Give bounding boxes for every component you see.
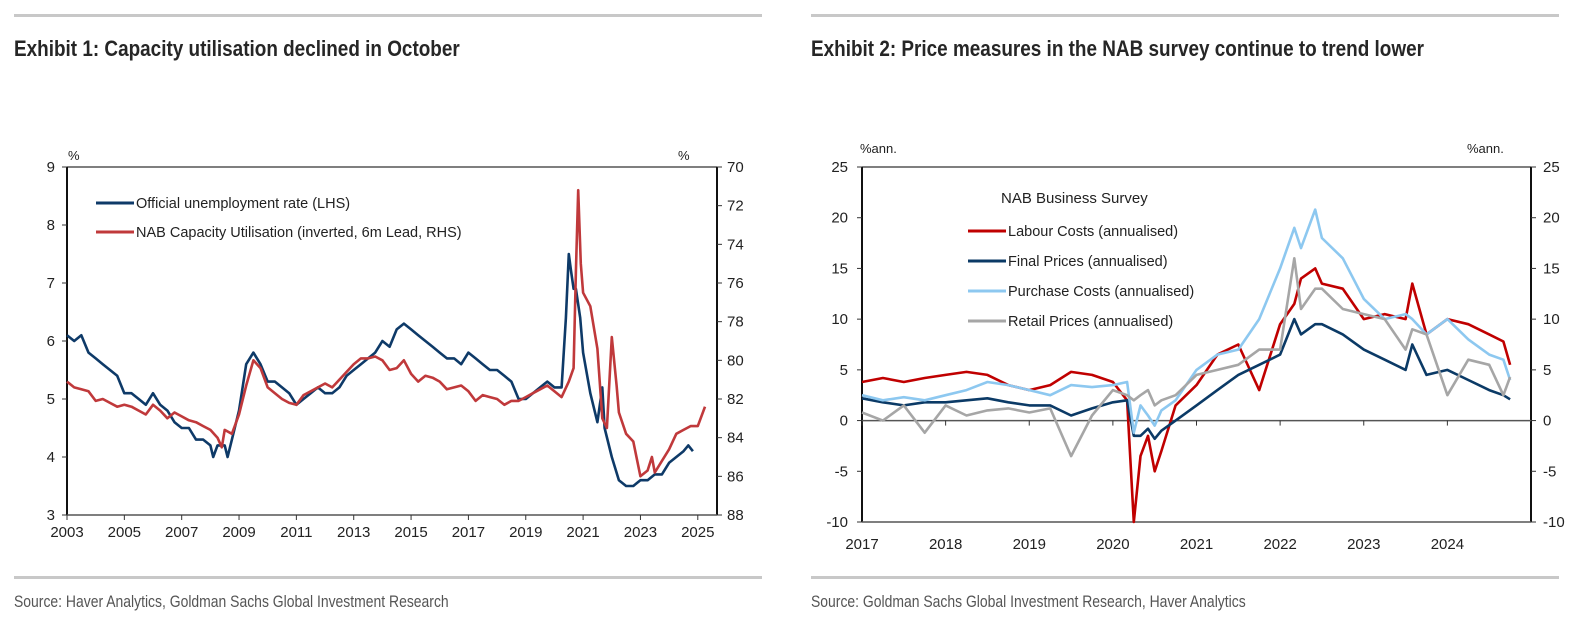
y-left-tick-label: 4 — [47, 449, 55, 466]
y-left-tick-label: 9 — [47, 159, 55, 176]
legend-label: Official unemployment rate (LHS) — [136, 196, 350, 212]
y-left-tick-label: 8 — [47, 217, 55, 234]
y-left-tick-label: 0 — [840, 413, 848, 430]
x-tick-label: 2007 — [165, 524, 198, 541]
y-right-tick-label: -5 — [1543, 463, 1556, 480]
exhibit-2-title: Exhibit 2: Price measures in the NAB sur… — [811, 36, 1424, 61]
x-tick-label: 2024 — [1431, 536, 1464, 553]
bottom-divider — [14, 576, 762, 579]
x-tick-label: 2023 — [1347, 536, 1380, 553]
y-right-tick-label: 0 — [1543, 413, 1551, 430]
y-right-tick-label: 88 — [727, 507, 744, 524]
series-line-labour-costs — [861, 267, 1512, 524]
y-right-tick-label: 76 — [727, 275, 744, 292]
exhibit-2-source: Source: Goldman Sachs Global Investment … — [811, 592, 1246, 611]
y-right-unit-label: % — [678, 148, 690, 163]
y-left-tick-label: 10 — [831, 311, 848, 328]
y-right-tick-label: 84 — [727, 430, 744, 447]
top-divider — [811, 14, 1559, 17]
y-left-unit-label: % — [68, 148, 80, 163]
x-tick-label: 2020 — [1096, 536, 1129, 553]
y-left-tick-label: 3 — [47, 507, 55, 524]
series-line-purchase-costs — [861, 208, 1512, 435]
x-tick-label: 2005 — [108, 524, 141, 541]
exhibit-1-source: Source: Haver Analytics, Goldman Sachs G… — [14, 592, 449, 611]
series-line-unemployment — [66, 252, 694, 488]
x-tick-label: 2009 — [222, 524, 255, 541]
y-right-tick-label: 25 — [1543, 159, 1560, 176]
y-left-unit-label: %ann. — [860, 141, 897, 156]
legend-label: Purchase Costs (annualised) — [1008, 284, 1194, 300]
y-right-tick-label: 10 — [1543, 311, 1560, 328]
bottom-divider — [811, 576, 1559, 579]
series-line-retail-prices — [861, 256, 1512, 458]
x-tick-label: 2021 — [566, 524, 599, 541]
x-tick-label: 2023 — [624, 524, 657, 541]
x-tick-label: 2021 — [1180, 536, 1213, 553]
x-tick-label: 2011 — [280, 524, 312, 541]
x-tick-label: 2015 — [394, 524, 427, 541]
y-left-tick-label: 15 — [831, 260, 848, 277]
top-divider — [14, 14, 762, 17]
y-left-tick-label: 7 — [47, 275, 55, 292]
y-right-unit-label: %ann. — [1467, 141, 1504, 156]
y-right-tick-label: 82 — [727, 391, 744, 408]
x-tick-label: 2017 — [452, 524, 485, 541]
legend-title: NAB Business Survey — [1001, 190, 1148, 207]
y-right-tick-label: 86 — [727, 468, 744, 485]
x-tick-label: 2025 — [681, 524, 714, 541]
y-left-tick-label: -5 — [835, 463, 848, 480]
y-right-tick-label: -10 — [1543, 514, 1565, 531]
exhibit-2-panel: Exhibit 2: Price measures in the NAB sur… — [811, 0, 1559, 626]
y-left-tick-label: 20 — [831, 210, 848, 227]
series-line-final-prices — [861, 317, 1511, 441]
x-tick-label: 2003 — [50, 524, 83, 541]
y-left-tick-label: -10 — [826, 514, 848, 531]
y-right-tick-label: 74 — [727, 236, 744, 253]
y-left-tick-label: 5 — [47, 391, 55, 408]
y-left-tick-label: 5 — [840, 362, 848, 379]
y-right-tick-label: 5 — [1543, 362, 1551, 379]
y-left-tick-label: 25 — [831, 159, 848, 176]
y-left-tick-label: 6 — [47, 333, 55, 350]
legend-label: Retail Prices (annualised) — [1008, 314, 1173, 330]
x-tick-label: 2019 — [1013, 536, 1046, 553]
exhibit-1-panel: Exhibit 1: Capacity utilisation declined… — [14, 0, 762, 626]
y-right-tick-label: 20 — [1543, 210, 1560, 227]
y-right-tick-label: 72 — [727, 198, 744, 215]
x-tick-label: 2013 — [337, 524, 370, 541]
series-line-capacity-utilisation — [66, 188, 707, 478]
x-tick-label: 2018 — [929, 536, 962, 553]
y-right-tick-label: 80 — [727, 352, 744, 369]
exhibit-1-title: Exhibit 1: Capacity utilisation declined… — [14, 36, 460, 61]
y-right-tick-label: 78 — [727, 314, 744, 331]
x-tick-label: 2017 — [845, 536, 878, 553]
legend-label: NAB Capacity Utilisation (inverted, 6m L… — [136, 225, 462, 241]
legend-label: Final Prices (annualised) — [1008, 254, 1168, 270]
x-tick-label: 2022 — [1263, 536, 1296, 553]
legend-label: Labour Costs (annualised) — [1008, 224, 1178, 240]
y-right-tick-label: 70 — [727, 159, 744, 176]
y-right-tick-label: 15 — [1543, 260, 1560, 277]
x-tick-label: 2019 — [509, 524, 542, 541]
